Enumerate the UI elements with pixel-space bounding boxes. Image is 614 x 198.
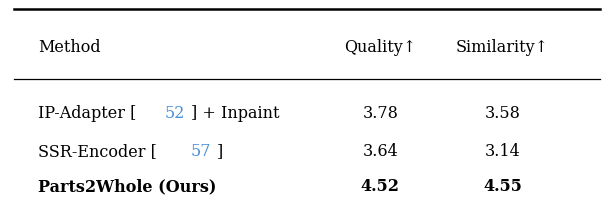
Text: Method: Method bbox=[38, 39, 101, 56]
Text: Quality↑: Quality↑ bbox=[344, 39, 416, 56]
Text: 52: 52 bbox=[165, 105, 185, 122]
Text: Similarity↑: Similarity↑ bbox=[456, 39, 549, 56]
Text: 3.58: 3.58 bbox=[484, 105, 521, 122]
Text: Parts2Whole (Ours): Parts2Whole (Ours) bbox=[38, 178, 217, 195]
Text: ] + Inpaint: ] + Inpaint bbox=[190, 105, 279, 122]
Text: 57: 57 bbox=[191, 143, 211, 160]
Text: IP-Adapter [: IP-Adapter [ bbox=[38, 105, 136, 122]
Text: 4.55: 4.55 bbox=[483, 178, 522, 195]
Text: SSR-Encoder [: SSR-Encoder [ bbox=[38, 143, 157, 160]
Text: ]: ] bbox=[217, 143, 223, 160]
Text: 4.52: 4.52 bbox=[361, 178, 400, 195]
Text: 3.64: 3.64 bbox=[362, 143, 398, 160]
Text: 3.78: 3.78 bbox=[362, 105, 398, 122]
Text: 3.14: 3.14 bbox=[484, 143, 521, 160]
